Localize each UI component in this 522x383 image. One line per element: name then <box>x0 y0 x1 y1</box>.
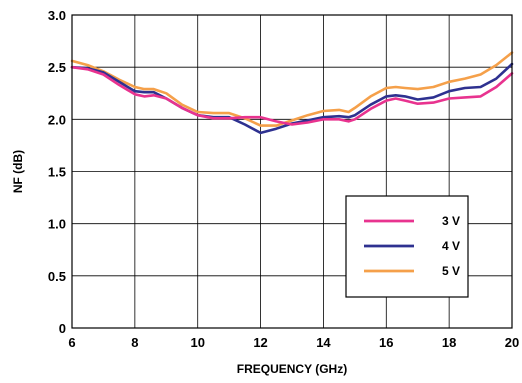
y-tick-labels: 0 0.5 1.0 1.5 2.0 2.5 3.0 <box>48 8 66 336</box>
y-tick-label: 0 <box>59 321 66 336</box>
x-tick-labels: 6 8 10 12 14 16 18 20 <box>68 335 519 350</box>
plot-frame <box>71 14 513 329</box>
y-tick-label: 2.5 <box>48 60 66 75</box>
x-tick-label: 8 <box>131 335 138 350</box>
y-tick-label: 1.0 <box>48 217 66 232</box>
x-tick-label: 14 <box>316 335 331 350</box>
series-line-5v <box>70 51 514 127</box>
x-axis-label: FREQUENCY (GHz) <box>237 362 347 376</box>
legend-label: 3 V <box>442 214 460 228</box>
series-line-4v <box>70 62 514 135</box>
x-tick-label: 10 <box>190 335 204 350</box>
legend: 3 V 4 V 5 V <box>345 195 469 298</box>
y-tick-label: 0.5 <box>48 269 66 284</box>
x-tick-label: 16 <box>379 335 393 350</box>
legend-label: 4 V <box>442 239 460 253</box>
series-lines <box>70 51 514 135</box>
y-axis-label: NF (dB) <box>11 150 25 193</box>
x-tick-label: 12 <box>253 335 267 350</box>
x-tick-label: 6 <box>68 335 75 350</box>
legend-label: 5 V <box>442 264 460 278</box>
y-tick-label: 3.0 <box>48 8 66 23</box>
x-tick-label: 20 <box>505 335 519 350</box>
x-tick-label: 18 <box>442 335 456 350</box>
y-tick-label: 2.0 <box>48 112 66 127</box>
y-tick-label: 1.5 <box>48 165 66 180</box>
series-line-3v <box>70 65 514 126</box>
